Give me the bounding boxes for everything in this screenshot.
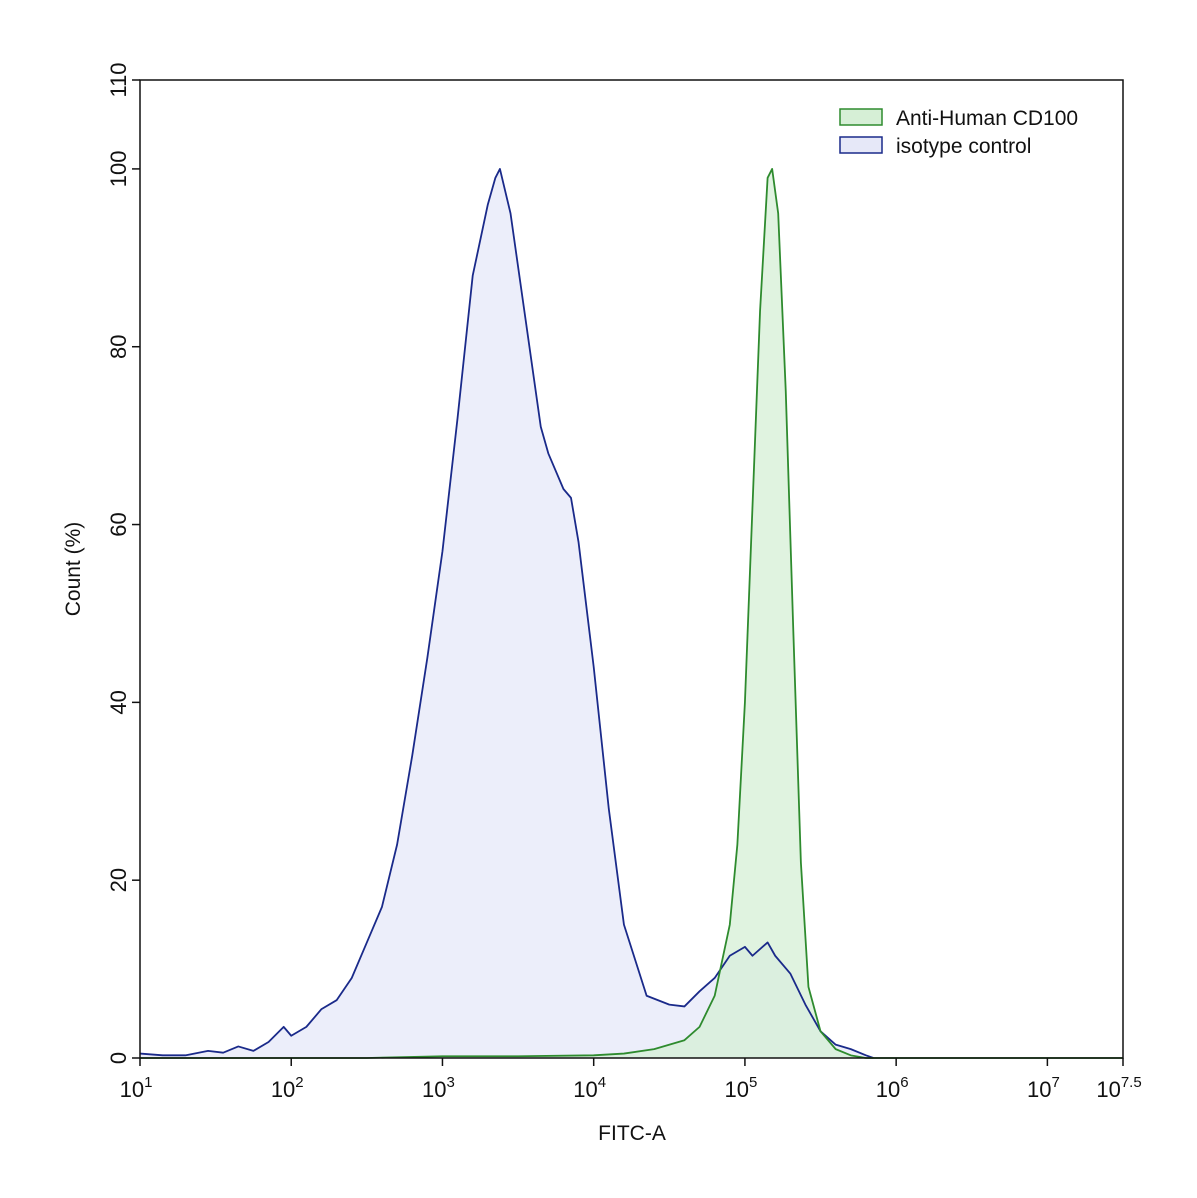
x-tick-label: 104 (573, 1074, 606, 1102)
area-fill-anti-human-cd100 (140, 168, 1123, 1058)
legend: Anti-Human CD100 isotype control (839, 107, 1078, 158)
x-tick-label: 103 (422, 1074, 455, 1102)
legend-label-isotype-control: isotype control (896, 135, 1031, 158)
x-tick-label: 107 (1027, 1074, 1060, 1102)
y-tick-label: 110 (106, 62, 131, 97)
series-lines (139, 168, 1123, 1059)
y-tick-label: 80 (106, 334, 131, 358)
y-tick-label: 40 (106, 690, 131, 714)
legend-swatch-anti-human-cd100 (839, 108, 883, 126)
x-tick-label: 101 (120, 1074, 153, 1102)
x-tick-label: 105 (725, 1074, 758, 1102)
y-tick-label: 60 (106, 512, 131, 536)
series-line-isotype-control (139, 168, 874, 1059)
plot-frame (139, 79, 1124, 1059)
x-tick-label: 107.5 (1096, 1074, 1141, 1102)
y-tick-label: 20 (106, 868, 131, 892)
legend-swatch-isotype-control (839, 136, 883, 154)
y-axis-title: Count (%) (62, 522, 85, 617)
x-tick-label: 106 (876, 1074, 909, 1102)
y-tick-label: 0 (106, 1052, 131, 1064)
series-fills (140, 168, 1123, 1058)
y-axis: 0 20 40 60 80 100 110 (106, 62, 140, 1064)
series-line-anti-human-cd100 (140, 168, 1123, 1059)
y-tick-label: 100 (106, 151, 131, 188)
x-axis-title: FITC-A (598, 1122, 666, 1145)
x-axis: 101 102 103 104 105 106 107 107.5 (120, 1058, 1142, 1102)
x-tick-label: 102 (271, 1074, 304, 1102)
legend-label-anti-human-cd100: Anti-Human CD100 (896, 107, 1078, 130)
area-fill-isotype-control (140, 168, 874, 1058)
